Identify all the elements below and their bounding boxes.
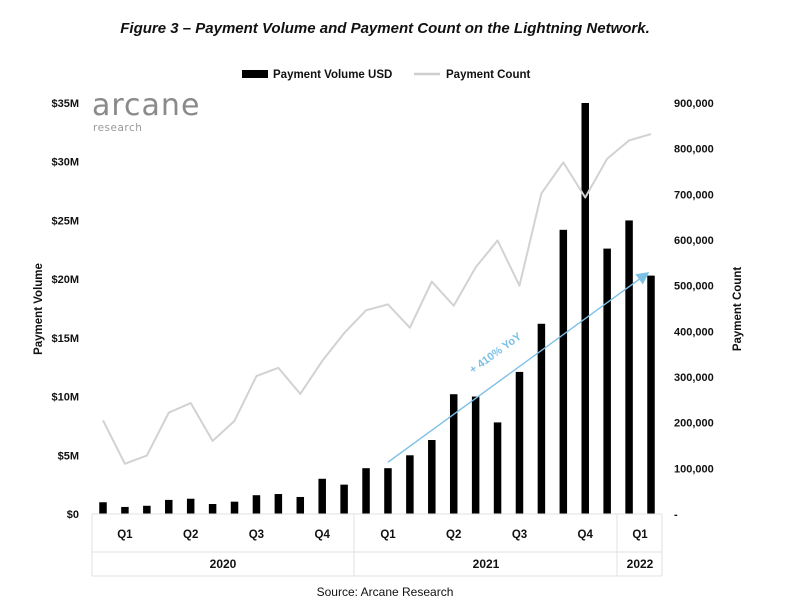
line-series-count xyxy=(102,133,652,465)
x-axis xyxy=(91,513,663,577)
bar xyxy=(559,229,568,514)
legend: Payment Volume USD Payment Count xyxy=(242,69,531,81)
bar xyxy=(647,275,655,514)
y-tick-left: $20M xyxy=(51,274,79,286)
y-axis-right: - 100,000 200,000 300,000 400,000 500,000 600,… xyxy=(674,98,714,521)
bar xyxy=(165,499,173,514)
logo-wordmark: arcane xyxy=(92,88,200,123)
legend-swatch-volume xyxy=(242,70,268,78)
bar xyxy=(230,501,239,514)
bar xyxy=(603,248,611,515)
bar xyxy=(537,323,546,514)
quarter-label: Q2 xyxy=(183,529,198,541)
bar xyxy=(274,494,283,514)
bar xyxy=(581,103,589,514)
y-tick-right: 200,000 xyxy=(674,418,714,430)
year-label: 2020 xyxy=(210,557,237,571)
bar xyxy=(406,455,414,514)
quarter-label: Q3 xyxy=(249,529,264,541)
y-axis-left: $0 $5M $10M $15M $20M $25M $30M $35M xyxy=(51,98,79,521)
bar xyxy=(252,495,261,514)
y-tick-right: 700,000 xyxy=(674,189,714,201)
bar xyxy=(186,498,195,514)
quarter-label: Q4 xyxy=(315,529,331,541)
year-labels: 2020 2021 2022 xyxy=(210,557,654,571)
y-tick-left: $15M xyxy=(51,333,79,345)
y-tick-right: 800,000 xyxy=(674,144,714,156)
y-tick-left: $10M xyxy=(51,392,79,404)
bar xyxy=(384,468,392,514)
y-tick-left: $0 xyxy=(67,509,79,521)
y-tick-right: 100,000 xyxy=(674,463,714,475)
quarter-label: Q3 xyxy=(512,529,527,541)
bar-series-volume xyxy=(99,103,655,515)
bar xyxy=(296,496,305,514)
bar xyxy=(515,371,524,514)
y-axis-label-right: Payment Count xyxy=(732,267,744,352)
bar xyxy=(318,478,326,514)
legend-label-volume: Payment Volume USD xyxy=(273,69,392,81)
chart-title: Figure 3 – Payment Volume and Payment Co… xyxy=(120,20,650,37)
bar xyxy=(471,396,480,514)
bar xyxy=(428,440,436,514)
y-axis-label-left: Payment Volume xyxy=(33,263,45,355)
yoy-arrow xyxy=(387,271,650,463)
y-tick-left: $35M xyxy=(51,98,79,110)
y-tick-left: $30M xyxy=(51,157,79,169)
bar xyxy=(493,422,502,514)
bar xyxy=(143,505,151,514)
y-tick-right: - xyxy=(674,509,678,521)
year-label: 2021 xyxy=(473,557,500,571)
quarter-label: Q1 xyxy=(632,529,648,541)
bar xyxy=(340,484,348,514)
bar xyxy=(449,394,458,514)
y-tick-right: 900,000 xyxy=(674,98,714,110)
year-label: 2022 xyxy=(627,557,654,571)
bar xyxy=(99,502,107,514)
y-tick-right: 400,000 xyxy=(674,326,714,338)
arcane-research-logo: arcane research xyxy=(92,88,200,134)
y-tick-right: 500,000 xyxy=(674,281,714,293)
legend-label-count: Payment Count xyxy=(446,69,531,81)
y-tick-left: $25M xyxy=(51,215,79,227)
logo-subtitle: research xyxy=(93,122,142,134)
quarter-label: Q1 xyxy=(117,529,133,541)
bar xyxy=(121,506,129,514)
bar xyxy=(625,220,633,514)
quarter-label: Q2 xyxy=(446,529,461,541)
quarter-labels: Q1 Q2 Q3 Q4 Q1 Q2 Q3 Q4 Q1 xyxy=(117,529,648,541)
y-tick-right: 600,000 xyxy=(674,235,714,247)
y-tick-right: 300,000 xyxy=(674,372,714,384)
quarter-label: Q4 xyxy=(578,529,594,541)
source-note: Source: Arcane Research xyxy=(317,585,454,599)
y-tick-left: $5M xyxy=(58,450,79,462)
bar xyxy=(208,504,217,514)
bar xyxy=(362,468,370,514)
quarter-label: Q1 xyxy=(380,529,396,541)
